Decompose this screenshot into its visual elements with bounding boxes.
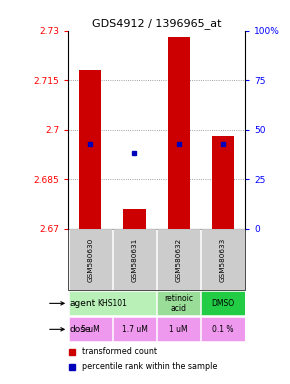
Text: 1.7 uM: 1.7 uM <box>122 325 147 334</box>
Bar <box>79 70 101 228</box>
Text: transformed count: transformed count <box>82 348 157 356</box>
FancyBboxPatch shape <box>201 318 244 341</box>
FancyBboxPatch shape <box>69 291 156 315</box>
FancyBboxPatch shape <box>68 228 245 290</box>
Text: GSM580632: GSM580632 <box>176 237 182 281</box>
FancyBboxPatch shape <box>157 318 200 341</box>
FancyBboxPatch shape <box>157 229 200 290</box>
FancyBboxPatch shape <box>69 318 112 341</box>
FancyBboxPatch shape <box>113 229 156 290</box>
Text: GSM580633: GSM580633 <box>220 237 226 281</box>
Text: 1 uM: 1 uM <box>169 325 188 334</box>
Text: percentile rank within the sample: percentile rank within the sample <box>82 362 218 371</box>
Text: DMSO: DMSO <box>211 299 235 308</box>
Title: GDS4912 / 1396965_at: GDS4912 / 1396965_at <box>92 18 221 30</box>
Text: GSM580630: GSM580630 <box>87 237 93 281</box>
Text: 0.1 %: 0.1 % <box>212 325 234 334</box>
Bar <box>124 209 146 228</box>
Text: agent: agent <box>70 299 96 308</box>
Bar <box>168 37 190 228</box>
FancyBboxPatch shape <box>113 318 156 341</box>
Text: GSM580631: GSM580631 <box>131 237 137 281</box>
Text: retinoic
acid: retinoic acid <box>164 294 193 313</box>
Bar <box>212 136 234 228</box>
Text: KHS101: KHS101 <box>97 299 127 308</box>
FancyBboxPatch shape <box>157 291 200 315</box>
Text: 5 uM: 5 uM <box>81 325 100 334</box>
Text: dose: dose <box>70 325 91 334</box>
FancyBboxPatch shape <box>201 291 244 315</box>
FancyBboxPatch shape <box>68 229 112 290</box>
FancyBboxPatch shape <box>201 229 245 290</box>
